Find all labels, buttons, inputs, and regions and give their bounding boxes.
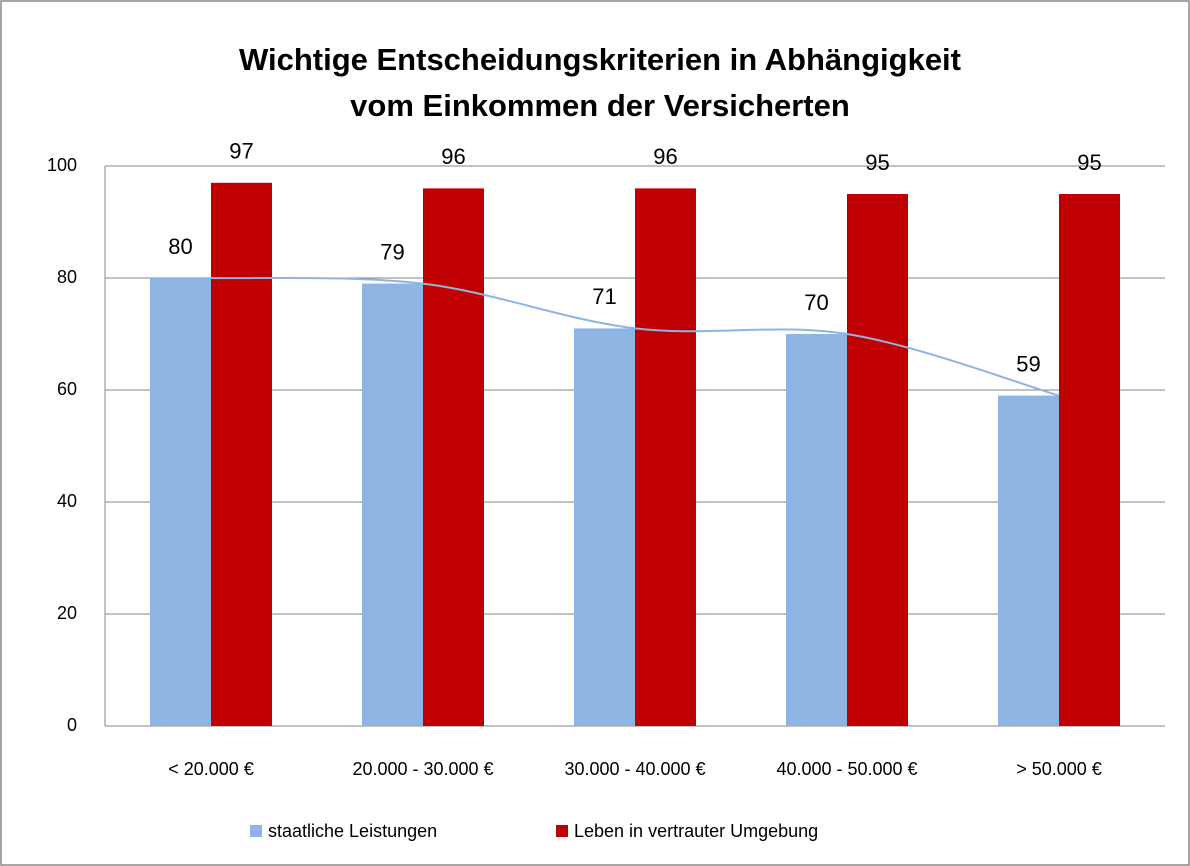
bar — [1059, 194, 1120, 726]
legend-swatch — [556, 825, 568, 837]
legend-label: staatliche Leistungen — [268, 821, 437, 841]
chart-title: Wichtige Entscheidungskriterien in Abhän… — [239, 42, 961, 77]
y-tick-label: 60 — [57, 379, 77, 399]
y-tick-label: 20 — [57, 603, 77, 623]
data-label: 71 — [592, 284, 616, 309]
x-tick-label: 20.000 - 30.000 € — [352, 759, 493, 779]
bar — [998, 395, 1059, 726]
data-label: 95 — [1077, 150, 1101, 175]
bar — [847, 194, 908, 726]
data-label: 97 — [229, 139, 253, 164]
y-tick-label: 80 — [57, 267, 77, 287]
x-tick-label: > 50.000 € — [1016, 759, 1102, 779]
data-label: 79 — [380, 239, 404, 264]
chart-title: vom Einkommen der Versicherten — [350, 88, 850, 123]
y-tick-label: 0 — [67, 715, 77, 735]
bar — [211, 182, 272, 727]
x-tick-label: < 20.000 € — [168, 759, 254, 779]
bar — [423, 188, 484, 726]
bar — [362, 283, 423, 726]
y-tick-label: 100 — [47, 155, 77, 175]
bar — [635, 188, 696, 726]
x-tick-label: 40.000 - 50.000 € — [776, 759, 917, 779]
data-label: 80 — [168, 234, 192, 259]
data-label: 59 — [1016, 351, 1040, 376]
x-tick-label: 30.000 - 40.000 € — [564, 759, 705, 779]
data-label: 96 — [653, 144, 677, 169]
bar — [786, 334, 847, 726]
data-label: 96 — [441, 144, 465, 169]
legend-swatch — [250, 825, 262, 837]
trendline — [210, 276, 1060, 397]
y-tick-label: 40 — [57, 491, 77, 511]
legend-label: Leben in vertrauter Umgebung — [574, 821, 818, 841]
bar — [574, 328, 635, 726]
data-label: 70 — [804, 290, 828, 315]
bar — [150, 278, 211, 726]
data-label: 95 — [865, 150, 889, 175]
